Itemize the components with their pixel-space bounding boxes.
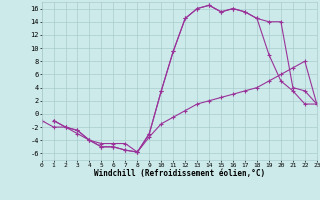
X-axis label: Windchill (Refroidissement éolien,°C): Windchill (Refroidissement éolien,°C)	[94, 169, 265, 178]
